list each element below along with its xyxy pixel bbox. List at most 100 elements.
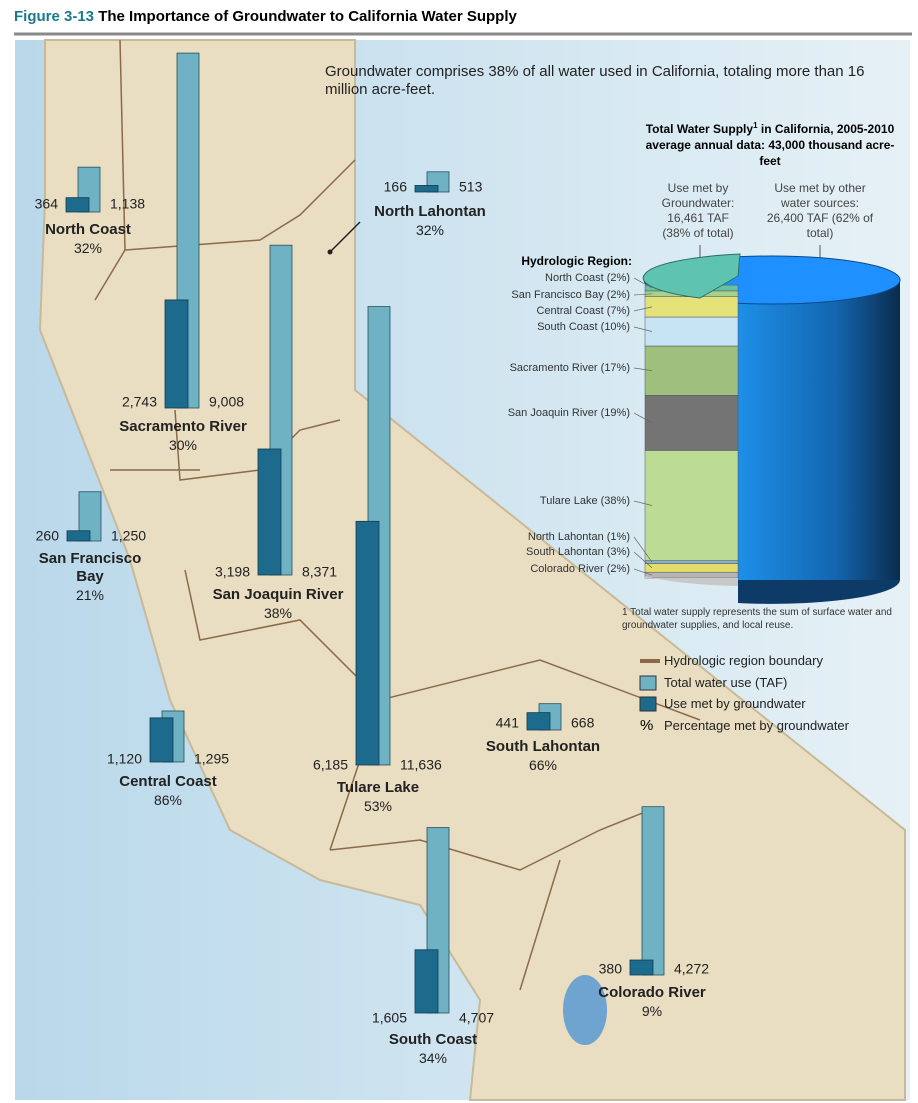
salton-sea xyxy=(563,975,607,1045)
segment-label: San Joaquin River (19%) xyxy=(508,407,630,419)
region-percent: 9% xyxy=(641,1003,663,1019)
segment-label: San Francisco Bay (2%) xyxy=(511,289,630,301)
segment-label: South Lahontan (3%) xyxy=(526,546,630,558)
legend-groundwater: Use met by groundwater xyxy=(664,696,806,711)
region-name: North Coast xyxy=(45,221,131,238)
groundwater-label: 3,198 xyxy=(215,564,250,580)
region-name: Sacramento River xyxy=(119,418,247,435)
other-share: Use met by other water sources: 26,400 T… xyxy=(766,181,874,240)
footnote: 1 Total water supply represents the sum … xyxy=(622,607,892,631)
region-label: Central Coast 86% xyxy=(103,773,233,809)
region-name: Colorado River xyxy=(598,984,706,1001)
segment-label: North Coast (2%) xyxy=(545,272,630,284)
california-land xyxy=(38,39,906,1101)
total-label: 4,707 xyxy=(459,1010,494,1026)
legend-groundwater-swatch xyxy=(639,696,657,712)
region-name: North Lahontan xyxy=(374,203,486,220)
groundwater-bar xyxy=(149,717,174,763)
figure-title: Figure 3-13 The Importance of Groundwate… xyxy=(14,8,517,25)
cylinder-bottom xyxy=(645,576,738,586)
region-label: Tulare Lake 53% xyxy=(313,779,443,815)
footnote-mark: 1 xyxy=(753,121,758,130)
region-label: San Joaquin River 38% xyxy=(193,586,363,622)
region-label: Sacramento River 30% xyxy=(98,418,268,454)
groundwater-bar xyxy=(526,712,551,731)
region-label: South Coast 34% xyxy=(368,1031,498,1067)
figure-title-text: The Importance of Groundwater to Califor… xyxy=(98,8,517,25)
total-label: 9,008 xyxy=(209,394,244,410)
cylinder-segment xyxy=(644,316,739,347)
groundwater-bar xyxy=(164,299,189,409)
region-name: San Joaquin River xyxy=(212,586,344,603)
figure-number: Figure 3-13 xyxy=(14,8,95,25)
segment-label: Sacramento River (17%) xyxy=(510,362,630,374)
legend-total-swatch xyxy=(639,675,657,691)
segment-leader xyxy=(633,326,653,332)
total-label: 8,371 xyxy=(302,564,337,580)
region-name: Central Coast xyxy=(119,773,217,790)
legend-total: Total water use (TAF) xyxy=(664,675,788,690)
legend-percent-symbol: % xyxy=(640,717,654,734)
segment-leader xyxy=(633,293,653,296)
legend-percent: Percentage met by groundwater xyxy=(664,718,849,733)
groundwater-label: 364 xyxy=(35,196,59,212)
total-label: 668 xyxy=(571,715,595,731)
region-percent: 32% xyxy=(415,222,445,238)
segment-leader xyxy=(633,367,653,371)
groundwater-bar xyxy=(414,185,439,193)
region-label: Colorado River 9% xyxy=(582,984,722,1020)
region-percent: 38% xyxy=(263,605,293,621)
cylinder-segment xyxy=(644,563,739,573)
region-percent: 86% xyxy=(153,792,183,808)
segments-heading: Hydrologic Region: xyxy=(521,254,632,268)
total-label: 1,295 xyxy=(194,751,229,767)
groundwater-bar xyxy=(414,949,439,1014)
groundwater-cylinder xyxy=(644,284,739,586)
supply-title: Total Water Supply1 in California, 2005-… xyxy=(645,118,895,169)
segment-label: Tulare Lake (38%) xyxy=(540,495,630,507)
groundwater-bar xyxy=(66,530,91,542)
groundwater-top xyxy=(642,253,741,299)
groundwater-label: 441 xyxy=(496,715,520,731)
total-label: 11,636 xyxy=(400,757,442,773)
cylinder-segment xyxy=(644,560,739,564)
segment-leader xyxy=(633,500,653,506)
segment-label: Colorado River (2%) xyxy=(530,563,630,575)
region-name: San Francisco Bay xyxy=(38,550,142,585)
total-label: 513 xyxy=(459,179,483,195)
region-name: South Lahontan xyxy=(485,738,601,755)
other-sources-body xyxy=(738,280,900,580)
groundwater-label: 2,743 xyxy=(122,394,157,410)
region-label: North Lahontan 32% xyxy=(355,203,505,239)
groundwater-label: 6,185 xyxy=(313,757,348,773)
region-label: South Lahontan 66% xyxy=(468,738,618,774)
region-label: San Francisco Bay 21% xyxy=(34,550,146,604)
groundwater-label: 1,605 xyxy=(372,1010,407,1026)
segment-leader xyxy=(633,412,653,424)
total-bar xyxy=(641,806,665,976)
region-percent: 53% xyxy=(363,798,393,814)
cylinder-segment xyxy=(644,395,739,451)
segment-label: South Coast (10%) xyxy=(537,321,630,333)
region-name: South Coast xyxy=(388,1031,478,1048)
region-label: North Coast 32% xyxy=(23,221,153,257)
region-percent: 66% xyxy=(528,757,558,773)
groundwater-label: 166 xyxy=(384,179,408,195)
other-sources-bottom xyxy=(738,580,900,604)
groundwater-bar xyxy=(65,197,90,213)
region-percent: 34% xyxy=(418,1050,448,1066)
cylinder-segment xyxy=(644,296,739,318)
supply-title-rest: in California, 2005-2010 average annual … xyxy=(645,122,895,168)
groundwater-bar xyxy=(355,520,380,766)
legend-boundary: Hydrologic region boundary xyxy=(664,653,823,668)
region-percent: 30% xyxy=(168,437,198,453)
cylinder-segment xyxy=(644,450,739,561)
region-percent: 21% xyxy=(75,587,105,603)
segment-leader xyxy=(633,568,653,576)
groundwater-bar xyxy=(629,959,654,976)
segment-leader xyxy=(633,306,653,312)
segment-label: Central Coast (7%) xyxy=(536,305,630,317)
groundwater-label: 380 xyxy=(599,961,623,977)
